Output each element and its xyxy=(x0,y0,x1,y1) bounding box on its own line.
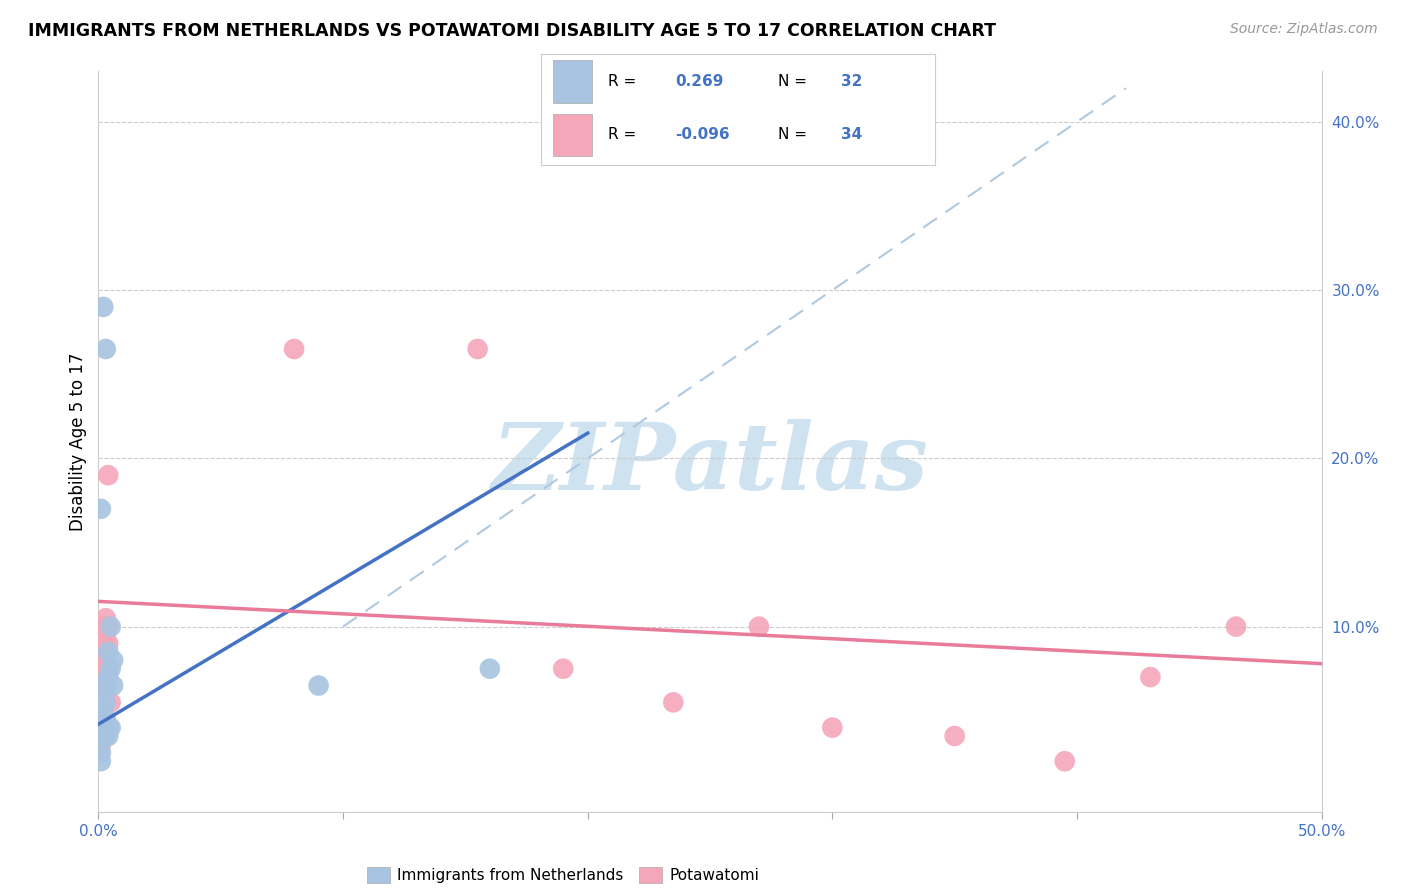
Point xyxy=(90,721,112,735)
Point xyxy=(94,712,117,726)
Text: 0.269: 0.269 xyxy=(675,74,724,89)
Bar xyxy=(553,114,592,156)
Point xyxy=(94,729,117,743)
Point xyxy=(90,721,112,735)
Point xyxy=(91,721,114,735)
Point xyxy=(308,679,330,693)
Point xyxy=(1139,670,1161,684)
Point xyxy=(97,721,120,735)
Point xyxy=(87,738,110,752)
Point xyxy=(943,729,966,743)
Bar xyxy=(553,61,592,103)
Point xyxy=(94,342,117,356)
Point xyxy=(94,721,117,735)
Point xyxy=(97,729,120,743)
Point xyxy=(94,662,117,676)
Point xyxy=(100,695,122,709)
Point xyxy=(101,653,124,667)
Point xyxy=(90,746,112,760)
Point xyxy=(90,729,112,743)
Point xyxy=(91,721,114,735)
Point xyxy=(101,679,124,693)
Text: N =: N = xyxy=(778,74,807,89)
Point xyxy=(91,721,114,735)
Point xyxy=(94,645,117,659)
Point xyxy=(97,662,120,676)
Point xyxy=(97,670,120,684)
Point xyxy=(90,754,112,768)
Point xyxy=(90,501,112,516)
Point xyxy=(87,729,110,743)
Point xyxy=(94,619,117,633)
Point xyxy=(94,611,117,625)
Point xyxy=(97,645,120,659)
Point xyxy=(91,704,114,718)
Point xyxy=(90,662,112,676)
Point xyxy=(97,636,120,650)
Point xyxy=(91,662,114,676)
Point xyxy=(87,695,110,709)
Text: N =: N = xyxy=(778,128,807,143)
Text: IMMIGRANTS FROM NETHERLANDS VS POTAWATOMI DISABILITY AGE 5 TO 17 CORRELATION CHA: IMMIGRANTS FROM NETHERLANDS VS POTAWATOM… xyxy=(28,22,995,40)
Point xyxy=(94,628,117,642)
Point xyxy=(94,679,117,693)
Point xyxy=(91,721,114,735)
Point xyxy=(1225,619,1247,633)
Point xyxy=(91,729,114,743)
Point xyxy=(97,619,120,633)
Point xyxy=(1053,754,1076,768)
Point xyxy=(87,721,110,735)
Text: 32: 32 xyxy=(841,74,862,89)
Point xyxy=(283,342,305,356)
Text: R =: R = xyxy=(609,74,637,89)
Point xyxy=(553,662,575,676)
Point xyxy=(662,695,685,709)
Point xyxy=(821,721,844,735)
Text: R =: R = xyxy=(609,128,637,143)
Legend: Immigrants from Netherlands, Potawatomi: Immigrants from Netherlands, Potawatomi xyxy=(361,861,766,889)
Text: ZIPatlas: ZIPatlas xyxy=(492,418,928,508)
Y-axis label: Disability Age 5 to 17: Disability Age 5 to 17 xyxy=(69,352,87,531)
Point xyxy=(94,695,117,709)
Point xyxy=(467,342,489,356)
Text: Source: ZipAtlas.com: Source: ZipAtlas.com xyxy=(1230,22,1378,37)
Text: -0.096: -0.096 xyxy=(675,128,730,143)
Point xyxy=(100,619,122,633)
Point xyxy=(91,729,114,743)
Point xyxy=(91,729,114,743)
Text: 34: 34 xyxy=(841,128,862,143)
Point xyxy=(97,468,120,483)
Point xyxy=(478,662,501,676)
Point xyxy=(94,712,117,726)
Point xyxy=(91,679,114,693)
Point xyxy=(90,679,112,693)
Point xyxy=(90,729,112,743)
Point xyxy=(90,738,112,752)
Point xyxy=(91,300,114,314)
Point xyxy=(90,721,112,735)
Point xyxy=(94,645,117,659)
Point xyxy=(100,721,122,735)
Point xyxy=(91,636,114,650)
Point xyxy=(748,619,770,633)
Point xyxy=(100,662,122,676)
